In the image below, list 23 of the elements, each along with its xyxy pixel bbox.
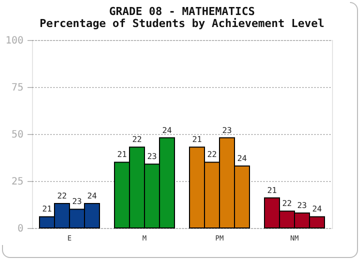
text: 23 bbox=[147, 152, 157, 162]
y-tick-label: 50 bbox=[11, 130, 24, 140]
series-label: 21 bbox=[42, 204, 52, 214]
text: 21 bbox=[267, 186, 277, 195]
chart-subtitle: Percentage of Students by Achievement Level bbox=[40, 17, 324, 30]
chart-title: GRADE 08 - MATHEMATICS bbox=[109, 5, 255, 18]
text: 23 bbox=[297, 200, 307, 210]
text: 24 bbox=[162, 126, 172, 135]
text: 22 bbox=[282, 199, 292, 208]
series-label: 24 bbox=[87, 192, 97, 201]
text: 23 bbox=[222, 126, 232, 135]
text: 21 bbox=[117, 150, 127, 160]
text: 21 bbox=[192, 135, 202, 144]
y-tick-label: 0 bbox=[17, 224, 24, 234]
text: 22 bbox=[207, 150, 217, 160]
y-tick-label: 75 bbox=[11, 82, 24, 94]
series-label: 23 bbox=[72, 197, 82, 206]
text: 24 bbox=[312, 204, 322, 214]
text: 24 bbox=[237, 154, 247, 163]
y-tick-label: 25 bbox=[11, 176, 24, 188]
y-tick-label: 100 bbox=[5, 36, 24, 46]
series-label: 22 bbox=[57, 192, 67, 201]
text: 22 bbox=[132, 135, 142, 144]
